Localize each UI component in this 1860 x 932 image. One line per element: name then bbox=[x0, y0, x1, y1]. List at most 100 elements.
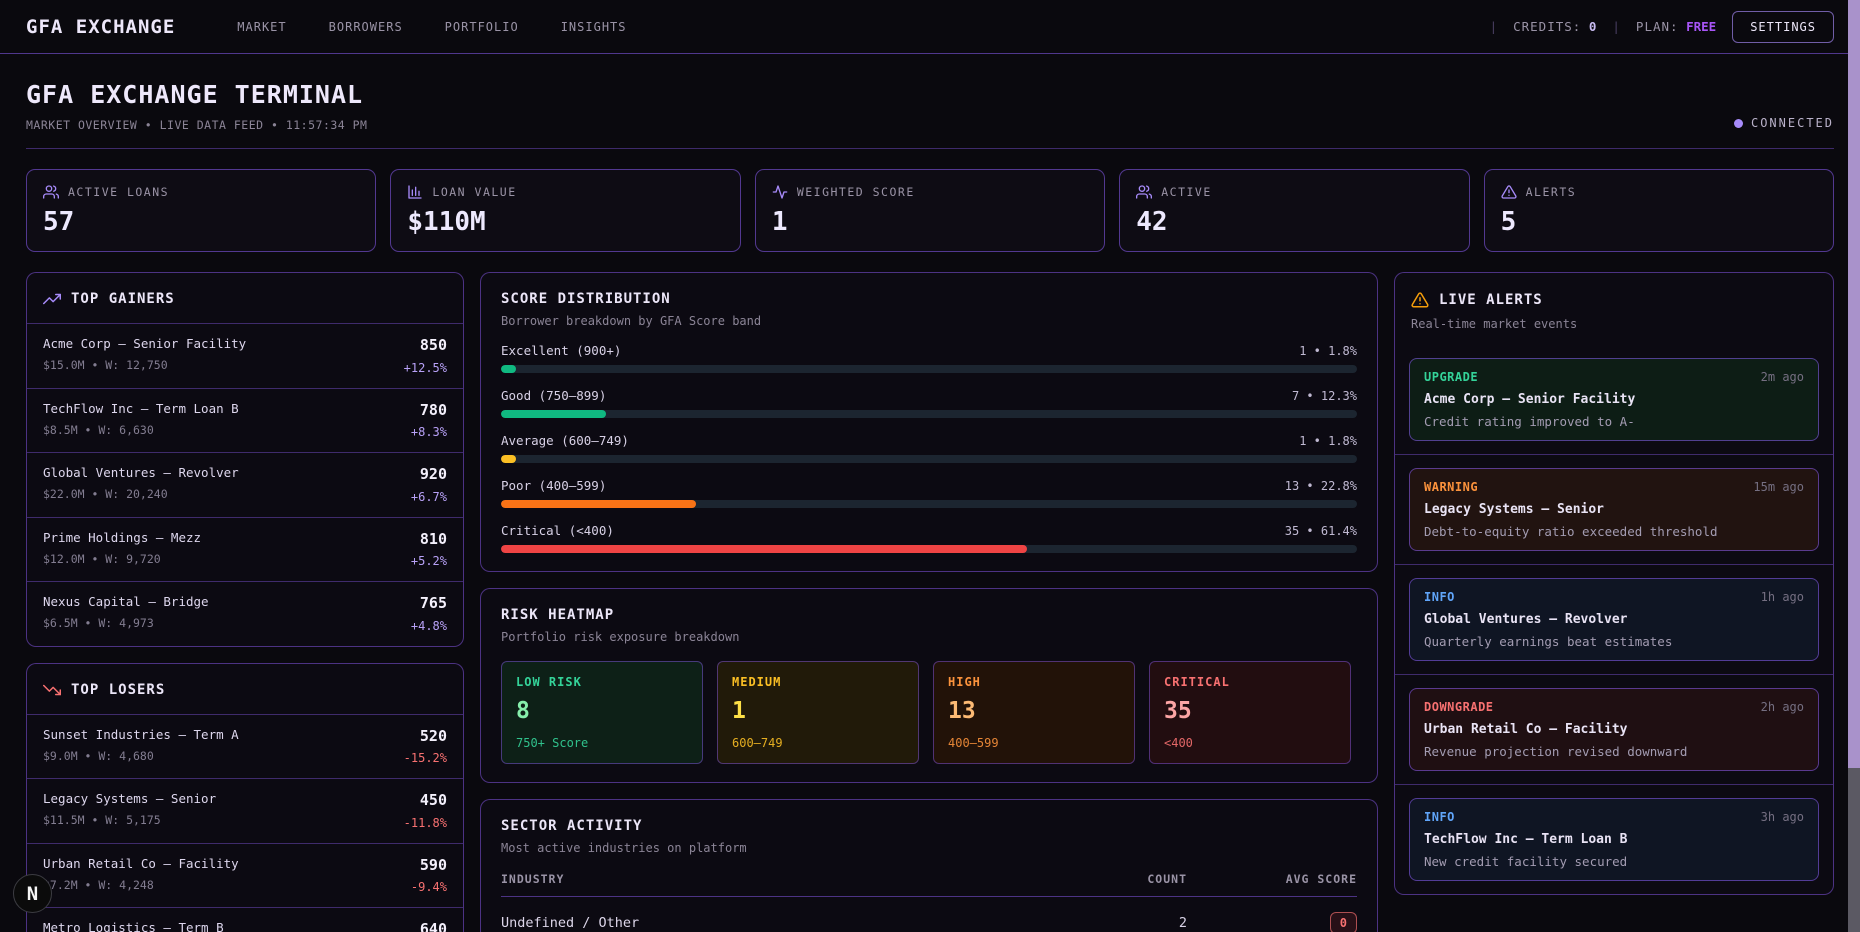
nav-link-market[interactable]: MARKET bbox=[237, 19, 287, 34]
scrollbar-track[interactable] bbox=[1848, 0, 1860, 932]
band-fill bbox=[501, 545, 1027, 553]
alert-card-downgrade[interactable]: DOWNGRADE 2h ago Urban Retail Co — Facili… bbox=[1409, 688, 1819, 771]
gainer-row[interactable]: Global Ventures — Revolver $22.0M • W: 20… bbox=[27, 452, 463, 517]
loan-score: 590 bbox=[419, 855, 447, 874]
loan-score: 850 bbox=[419, 336, 447, 354]
band-fill bbox=[501, 410, 607, 418]
heat-value: 8 bbox=[516, 698, 530, 724]
loan-score: 520 bbox=[419, 726, 447, 745]
panel-title: SCORE DISTRIBUTION bbox=[501, 291, 671, 307]
loser-row[interactable]: Legacy Systems — Senior $11.5M • W: 5,175… bbox=[27, 778, 463, 843]
loan-name: Legacy Systems — Senior bbox=[43, 791, 217, 806]
stat-card-active: ACTIVE 42 bbox=[1119, 169, 1470, 252]
brand-logo[interactable]: GFA EXCHANGE bbox=[26, 15, 176, 38]
panel-subtitle: Borrower breakdown by GFA Score band bbox=[501, 314, 762, 328]
stat-label: LOAN VALUE bbox=[432, 185, 517, 199]
main-content: TOP GAINERS Acme Corp — Senior Facility $… bbox=[26, 272, 1834, 932]
nav-right: | CREDITS: 0 | PLAN: FREE SETTINGS bbox=[1490, 10, 1834, 43]
sector-activity-panel: SECTOR ACTIVITY Most active industries o… bbox=[480, 799, 1378, 932]
loan-change: +4.8% bbox=[410, 618, 447, 633]
band-track bbox=[501, 365, 1357, 373]
panel-subtitle: Real-time market events bbox=[1411, 317, 1578, 331]
stat-label: ALERTS bbox=[1525, 185, 1577, 199]
alerts-header: LIVE ALERTS Real-time market events bbox=[1395, 273, 1833, 345]
gainer-row[interactable]: Acme Corp — Senior Facility $15.0M • W: 1… bbox=[27, 323, 463, 388]
stat-label: ACTIVE LOANS bbox=[68, 185, 170, 199]
loan-score: 780 bbox=[419, 400, 447, 419]
alert-time: 2h ago bbox=[1760, 700, 1804, 714]
nav-link-borrowers[interactable]: BORROWERS bbox=[328, 19, 403, 34]
band-track bbox=[501, 455, 1357, 463]
nav-link-portfolio[interactable]: PORTFOLIO bbox=[444, 19, 519, 34]
credits-label: CREDITS: bbox=[1513, 19, 1582, 34]
center-column: SCORE DISTRIBUTION Borrower breakdown by… bbox=[480, 272, 1378, 932]
connection-status: CONNECTED bbox=[1733, 116, 1834, 132]
bar-chart-icon bbox=[407, 184, 423, 200]
table-header: INDUSTRY COUNT AVG SCORE bbox=[501, 872, 1357, 897]
nav-separator: | bbox=[1612, 19, 1620, 34]
industry-cell: Undefined / Other bbox=[501, 915, 640, 931]
alert-row: WARNING 15m ago Legacy Systems — Senior D… bbox=[1395, 454, 1833, 564]
heatmap-cell-critical: CRITICAL 35 <400 bbox=[1149, 661, 1351, 764]
stat-label: ACTIVE bbox=[1161, 185, 1212, 199]
loan-name: Urban Retail Co — Facility bbox=[43, 855, 239, 871]
loser-row[interactable]: Urban Retail Co — Facility $7.2M • W: 4,2… bbox=[27, 842, 463, 908]
risk-heatmap-panel: RISK HEATMAP Portfolio risk exposure bre… bbox=[480, 588, 1378, 783]
alert-card-upgrade[interactable]: UPGRADE 2m ago Acme Corp — Senior Facilit… bbox=[1409, 358, 1819, 441]
warning-icon bbox=[1411, 291, 1429, 309]
trending-up-icon bbox=[43, 290, 61, 308]
stat-card-alerts: ALERTS 5 bbox=[1483, 169, 1835, 252]
band-label: Good (750–899) bbox=[501, 388, 607, 403]
loan-change: -11.8% bbox=[403, 815, 447, 830]
status-dot bbox=[1733, 118, 1743, 128]
gainer-row[interactable]: TechFlow Inc — Term Loan B $8.5M • W: 6,6… bbox=[27, 387, 463, 453]
scrollbar-thumb[interactable] bbox=[1848, 0, 1860, 768]
band-value: 1 • 1.8% bbox=[1299, 434, 1357, 448]
alert-card-warning[interactable]: WARNING 15m ago Legacy Systems — Senior D… bbox=[1409, 468, 1819, 551]
heat-label: CRITICAL bbox=[1164, 675, 1230, 689]
top-nav: GFA EXCHANGE MARKET BORROWERS PORTFOLIO … bbox=[0, 0, 1860, 54]
alert-row: DOWNGRADE 2h ago Urban Retail Co — Facili… bbox=[1395, 674, 1833, 784]
heat-label: MEDIUM bbox=[732, 675, 782, 689]
loan-meta: $9.0M • W: 4,680 bbox=[43, 748, 154, 763]
settings-button[interactable]: SETTINGS bbox=[1732, 10, 1834, 43]
score-band: Poor (400–599) 13 • 22.8% bbox=[501, 478, 1357, 508]
heatmap-cell-low-risk: LOW RISK 8 750+ Score bbox=[501, 661, 703, 764]
users-icon bbox=[43, 184, 59, 200]
band-label: Critical (<400) bbox=[501, 523, 614, 538]
nextjs-dev-badge[interactable]: N bbox=[13, 874, 52, 913]
stat-card-loan-value: LOAN VALUE $110M bbox=[390, 169, 741, 252]
alert-name: Acme Corp — Senior Facility bbox=[1424, 392, 1636, 407]
alert-description: Quarterly earnings beat estimates bbox=[1424, 634, 1673, 649]
alert-card-info[interactable]: INFO 1h ago Global Ventures — Revolver Qu… bbox=[1409, 578, 1819, 661]
heatmap-cell-medium: MEDIUM 1 600–749 bbox=[717, 661, 919, 764]
loan-meta: $12.0M • W: 9,720 bbox=[43, 551, 161, 566]
band-value: 7 • 12.3% bbox=[1291, 389, 1357, 403]
alert-row: INFO 1h ago Global Ventures — Revolver Qu… bbox=[1395, 564, 1833, 674]
loser-row[interactable]: Metro Logistics — Term B$13.0M • W: 8,32… bbox=[27, 907, 463, 932]
gainer-row[interactable]: Nexus Capital — Bridge $6.5M • W: 4,973 7… bbox=[27, 581, 463, 646]
nav-link-insights[interactable]: INSIGHTS bbox=[560, 19, 627, 34]
loan-name: Metro Logistics — Term B bbox=[43, 920, 224, 932]
credits-value: 0 bbox=[1588, 19, 1597, 34]
loan-change: -15.2% bbox=[403, 751, 447, 765]
heat-value: 1 bbox=[732, 698, 746, 724]
score-band: Average (600–749) 1 • 1.8% bbox=[501, 433, 1357, 463]
panel-title: TOP LOSERS bbox=[71, 681, 166, 698]
alert-type: WARNING bbox=[1424, 480, 1479, 494]
alert-triangle-icon bbox=[1501, 184, 1517, 200]
loan-meta: $22.0M • W: 20,240 bbox=[43, 487, 168, 502]
alert-card-info[interactable]: INFO 3h ago TechFlow Inc — Term Loan B Ne… bbox=[1409, 798, 1819, 881]
band-value: 13 • 22.8% bbox=[1284, 479, 1357, 493]
heat-range: 600–749 bbox=[732, 736, 783, 750]
band-fill bbox=[501, 500, 697, 508]
column-header-industry: INDUSTRY bbox=[501, 872, 565, 886]
loan-score: 920 bbox=[419, 465, 447, 483]
alert-time: 2m ago bbox=[1760, 370, 1804, 384]
loser-row[interactable]: Sunset Industries — Term A $9.0M • W: 4,6… bbox=[27, 713, 463, 779]
loan-meta: $6.5M • W: 4,973 bbox=[43, 616, 154, 631]
trending-down-icon bbox=[43, 681, 61, 699]
gainer-row[interactable]: Prime Holdings — Mezz $12.0M • W: 9,720 8… bbox=[27, 516, 463, 582]
stat-value: 42 bbox=[1136, 207, 1168, 237]
top-losers-panel: TOP LOSERS Sunset Industries — Term A $9.… bbox=[26, 662, 464, 932]
